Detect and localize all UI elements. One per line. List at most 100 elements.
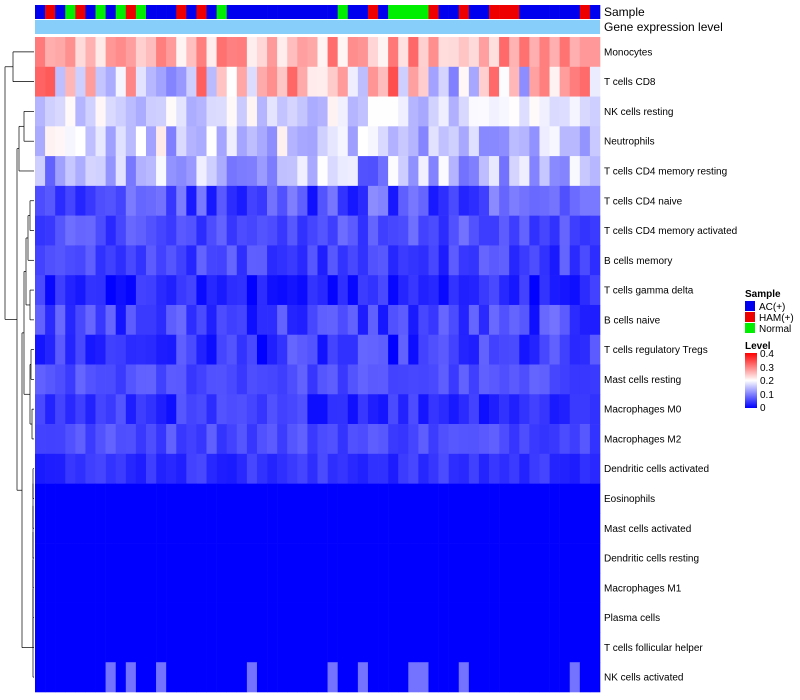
sample-annotation-cell bbox=[357, 5, 369, 19]
heatmap-cell bbox=[35, 245, 46, 276]
heatmap-cell bbox=[438, 304, 449, 336]
heatmap-cell bbox=[327, 37, 338, 68]
heatmap-cell bbox=[125, 602, 137, 633]
heatmap-cell bbox=[559, 602, 571, 633]
heatmap-cell bbox=[489, 66, 500, 97]
heatmap-cell bbox=[206, 483, 217, 514]
heatmap-cell bbox=[236, 572, 248, 603]
heatmap-cell bbox=[226, 513, 238, 544]
heatmap-cell bbox=[256, 126, 268, 157]
heatmap-cell bbox=[176, 185, 187, 216]
heatmap-cell bbox=[317, 543, 328, 574]
heatmap-cell bbox=[45, 156, 56, 187]
heatmap-cell bbox=[357, 156, 369, 187]
heatmap-cell bbox=[297, 185, 308, 216]
heatmap-cell bbox=[378, 156, 389, 187]
heatmap-cell bbox=[55, 275, 66, 306]
heatmap-cell bbox=[267, 662, 278, 693]
heatmap-cell bbox=[186, 126, 197, 157]
heatmap-cell bbox=[95, 185, 106, 216]
heatmap-cell bbox=[408, 602, 419, 633]
heatmap-cell bbox=[65, 572, 76, 603]
heatmap-cell bbox=[458, 275, 470, 306]
heatmap-cell bbox=[478, 632, 490, 663]
heatmap-cell bbox=[115, 453, 127, 484]
heatmap-cell bbox=[95, 37, 106, 68]
heatmap-cell bbox=[55, 632, 66, 663]
heatmap-cell bbox=[246, 364, 258, 395]
heatmap-cell bbox=[357, 304, 369, 336]
heatmap-cell bbox=[489, 572, 500, 603]
heatmap-cell bbox=[85, 156, 96, 187]
heatmap-cell bbox=[367, 126, 379, 157]
heatmap-cell bbox=[448, 483, 460, 514]
heatmap-cell bbox=[35, 185, 46, 216]
heatmap-cell bbox=[267, 513, 278, 544]
heatmap-cell bbox=[145, 96, 157, 127]
heatmap-cell bbox=[186, 215, 197, 246]
heatmap-cell bbox=[105, 156, 117, 187]
heatmap-cell bbox=[489, 156, 500, 187]
heatmap-cell bbox=[105, 662, 117, 693]
heatmap-cell bbox=[75, 572, 86, 603]
heatmap-cell bbox=[388, 543, 399, 574]
heatmap-cell bbox=[206, 156, 217, 187]
heatmap-cell bbox=[95, 513, 106, 544]
heatmap-cell bbox=[468, 483, 480, 514]
heatmap-cell bbox=[297, 275, 308, 306]
heatmap-cell bbox=[589, 662, 601, 693]
heatmap-cell bbox=[478, 424, 490, 455]
heatmap-cell bbox=[206, 572, 217, 603]
heatmap-cell bbox=[196, 304, 207, 336]
heatmap-cell bbox=[45, 394, 56, 425]
heatmap-cell bbox=[438, 275, 449, 306]
heatmap-cell bbox=[529, 275, 540, 306]
heatmap-cell bbox=[489, 364, 500, 395]
heatmap-cell bbox=[135, 37, 147, 68]
heatmap-cell bbox=[85, 662, 96, 693]
heatmap-cell bbox=[589, 215, 601, 246]
heatmap-cell bbox=[408, 37, 419, 68]
heatmap-cell bbox=[418, 632, 429, 663]
heatmap-cell bbox=[156, 275, 167, 306]
heatmap-cell bbox=[55, 126, 66, 157]
heatmap-cell bbox=[418, 364, 429, 395]
heatmap-cell bbox=[125, 245, 137, 276]
heatmap-cell bbox=[45, 185, 56, 216]
sample-annotation-cell bbox=[166, 5, 177, 19]
heatmap-cell bbox=[55, 364, 66, 395]
heatmap-cell bbox=[569, 334, 581, 365]
heatmap-cell bbox=[206, 215, 217, 246]
heatmap-cell bbox=[55, 66, 66, 97]
heatmap-cell bbox=[418, 543, 429, 574]
heatmap-cell bbox=[367, 156, 379, 187]
heatmap-cell bbox=[468, 126, 480, 157]
heatmap-cell bbox=[468, 185, 480, 216]
heatmap-cell bbox=[267, 185, 278, 216]
heatmap-cell bbox=[206, 37, 217, 68]
heatmap-cell bbox=[277, 66, 288, 97]
heatmap-cell bbox=[75, 275, 86, 306]
heatmap-cell bbox=[539, 453, 550, 484]
heatmap-cell bbox=[277, 602, 288, 633]
heatmap-cell bbox=[388, 126, 399, 157]
heatmap-cell bbox=[216, 513, 227, 544]
heatmap-cell bbox=[95, 334, 106, 365]
heatmap-cell bbox=[125, 364, 137, 395]
heatmap-cell bbox=[418, 453, 429, 484]
heatmap-cell bbox=[246, 543, 258, 574]
heatmap-cell bbox=[388, 394, 399, 425]
heatmap-cell bbox=[65, 96, 76, 127]
heatmap-cell bbox=[468, 572, 480, 603]
heatmap-cell bbox=[478, 394, 490, 425]
heatmap-cell bbox=[145, 662, 157, 693]
heatmap-cell bbox=[45, 364, 56, 395]
heatmap-cell bbox=[579, 483, 591, 514]
heatmap-cell bbox=[559, 96, 571, 127]
heatmap-cell bbox=[589, 245, 601, 276]
heatmap-cell bbox=[166, 126, 177, 157]
heatmap-cell bbox=[529, 543, 540, 574]
heatmap-cell bbox=[267, 275, 278, 306]
heatmap-cell bbox=[357, 453, 369, 484]
heatmap-cell bbox=[45, 304, 56, 336]
